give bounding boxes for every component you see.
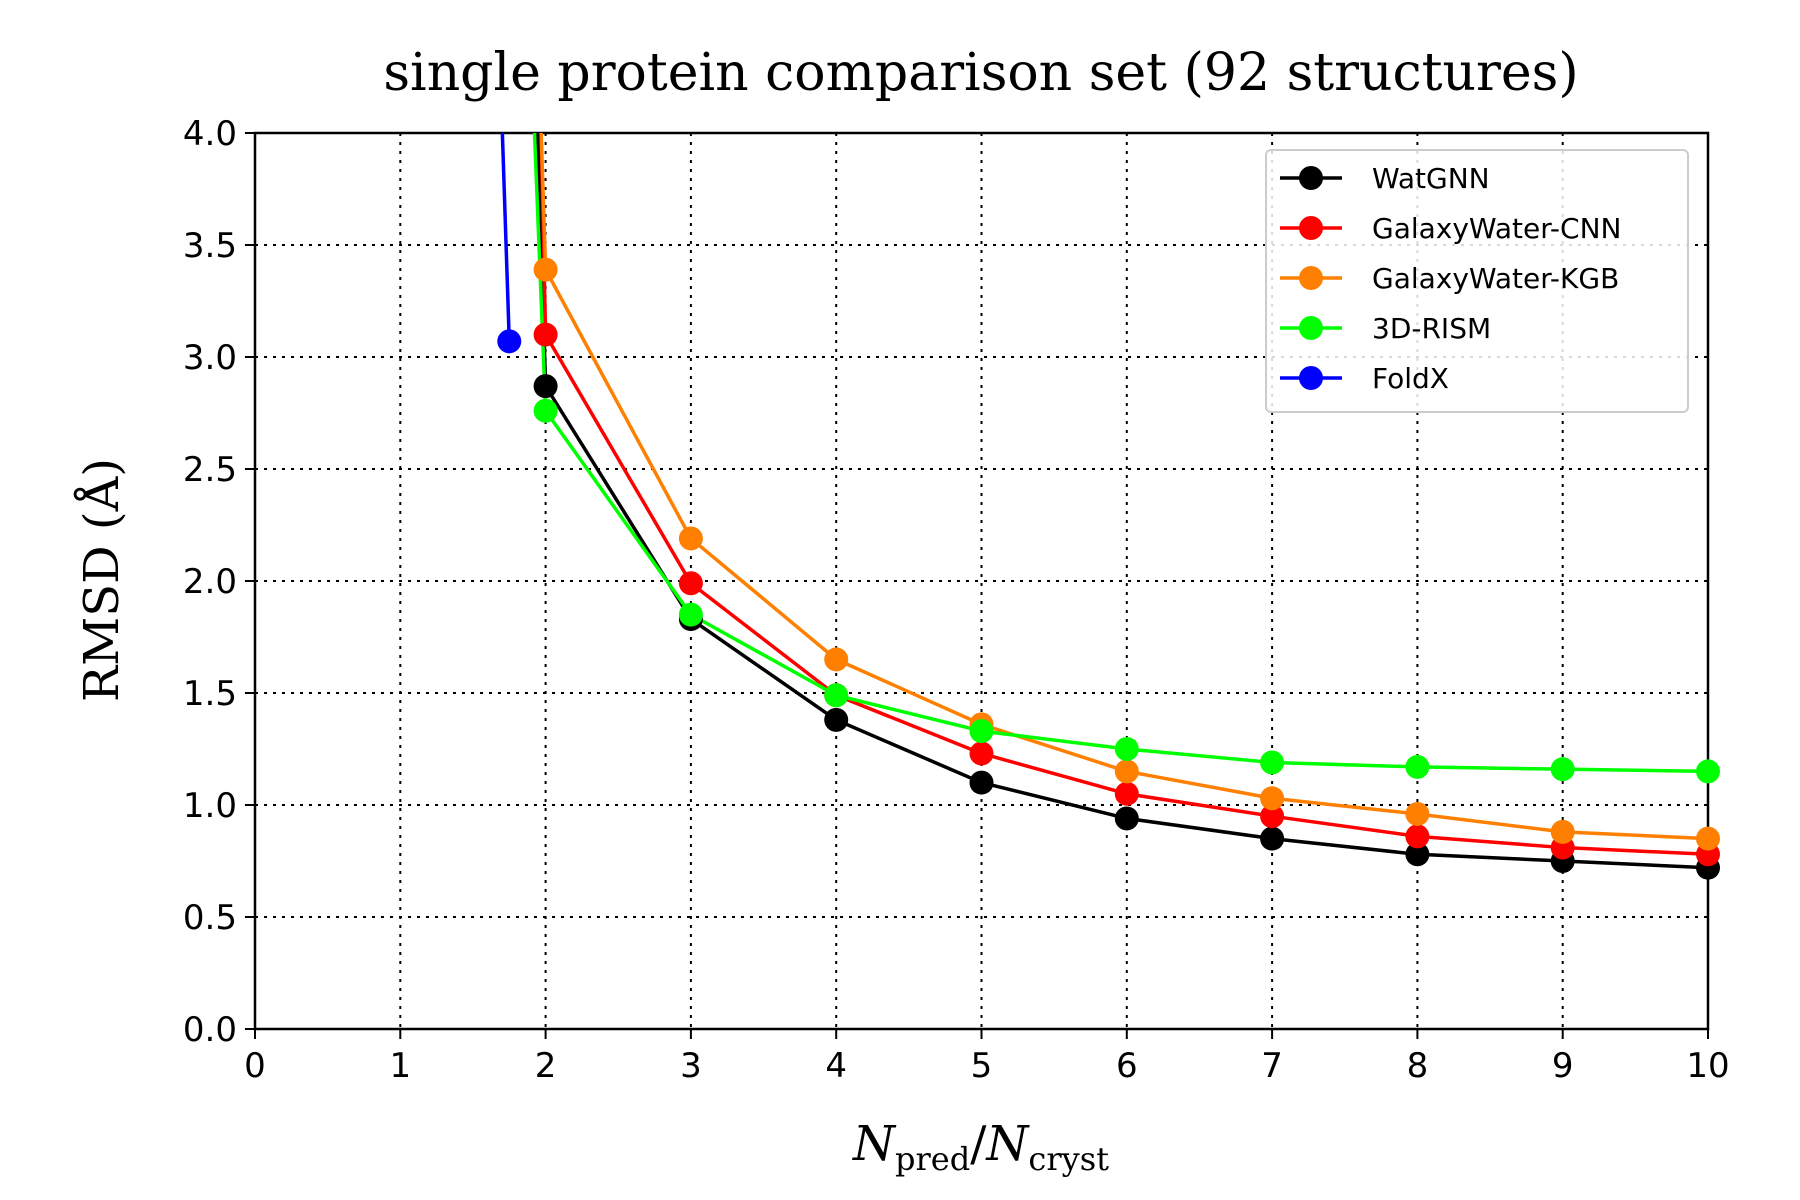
series-line-galaxywater-cnn [539,133,1708,857]
legend-marker-galaxywater-cnn [1299,216,1323,240]
series-line-galaxywater-kgb [539,133,1708,841]
data-point-watgnn [969,770,994,795]
data-point-3d-rism [969,719,994,744]
data-point-galaxywater-kgb [1114,759,1139,784]
data-point-foldx [497,329,522,354]
legend-marker-watgnn [1299,166,1323,190]
x-tick-label: 10 [1686,1046,1729,1086]
data-point-galaxywater-kgb [1405,801,1430,826]
x-label-sub2: cryst [1028,1140,1109,1178]
series-line-foldx [500,133,512,342]
data-markers [497,257,1720,880]
data-point-3d-rism [1260,750,1285,775]
x-label-n1: N [852,1116,897,1172]
legend-marker-foldx [1299,366,1323,390]
axis-ticks: 0 1 2 3 4 5 6 7 8 9 10 0.0 0.5 1.0 1.5 2.0 2.5 3.0 3.5 4.0 [183,114,1730,1086]
data-point-watgnn [533,374,558,399]
chart-title: single protein comparison set (92 struct… [383,43,1578,103]
data-point-galaxywater-kgb [824,647,849,672]
x-tick-label: 8 [1407,1046,1429,1086]
data-point-watgnn [824,707,849,732]
y-tick-label: 1.0 [183,786,237,826]
x-label-n2: N [985,1116,1030,1172]
data-point-3d-rism [1114,737,1139,761]
x-tick-label: 0 [244,1046,266,1086]
legend-marker-galaxywater-kgb [1299,266,1323,290]
y-tick-label: 3.5 [183,226,237,266]
x-tick-label: 5 [971,1046,993,1086]
data-point-galaxywater-kgb [1550,819,1575,844]
data-point-watgnn [1405,842,1430,867]
x-tick-label: 3 [680,1046,702,1086]
data-point-3d-rism [1550,757,1575,782]
y-axis-label: RMSD (Å) [73,458,130,702]
data-series [500,133,1708,870]
legend-label-3d-rism: 3D-RISM [1372,312,1491,345]
legend-label-galaxywater-cnn: GalaxyWater-CNN [1372,212,1621,245]
y-tick-label: 2.5 [183,450,237,490]
y-tick-label: 0.0 [183,1010,237,1050]
legend: WatGNN GalaxyWater-CNN GalaxyWater-KGB 3D-R… [1265,149,1689,413]
data-point-watgnn [1114,806,1139,831]
data-point-galaxywater-kgb [533,257,558,282]
x-tick-label: 4 [825,1046,847,1086]
data-point-galaxywater-cnn [969,741,994,766]
data-point-3d-rism [1405,754,1430,779]
x-axis-label: Npred/Ncryst [852,1116,1109,1178]
data-point-galaxywater-kgb [1696,826,1720,851]
legend-label-foldx: FoldX [1372,362,1449,395]
x-tick-label: 2 [535,1046,557,1086]
series-line-watgnn [535,133,1708,870]
x-tick-label: 6 [1116,1046,1138,1086]
x-tick-label: 7 [1261,1046,1283,1086]
legend-box [1265,149,1689,413]
data-point-3d-rism [533,398,558,423]
series-line-3d-rism [532,133,1708,774]
data-point-3d-rism [678,602,703,627]
x-label-sep: / [970,1116,987,1172]
data-point-3d-rism [1696,759,1720,784]
data-point-watgnn [1260,826,1285,851]
y-tick-label: 3.0 [183,338,237,378]
data-point-galaxywater-cnn [1114,781,1139,806]
data-point-3d-rism [824,683,849,708]
legend-marker-3d-rism [1299,316,1323,340]
legend-label-galaxywater-kgb: GalaxyWater-KGB [1372,262,1619,295]
data-point-galaxywater-cnn [1260,804,1285,829]
data-point-galaxywater-cnn [533,322,558,347]
data-point-galaxywater-kgb [678,526,703,551]
data-point-galaxywater-cnn [678,571,703,596]
legend-label-watgnn: WatGNN [1372,162,1490,195]
y-tick-label: 4.0 [183,114,237,154]
data-point-galaxywater-cnn [1405,824,1430,849]
data-point-galaxywater-kgb [1260,786,1285,811]
y-tick-label: 2.0 [183,562,237,602]
y-tick-label: 0.5 [183,898,237,938]
x-tick-label: 1 [389,1046,411,1086]
x-label-sub1: pred [895,1140,970,1178]
y-tick-label: 1.5 [183,674,237,714]
x-tick-label: 9 [1552,1046,1574,1086]
